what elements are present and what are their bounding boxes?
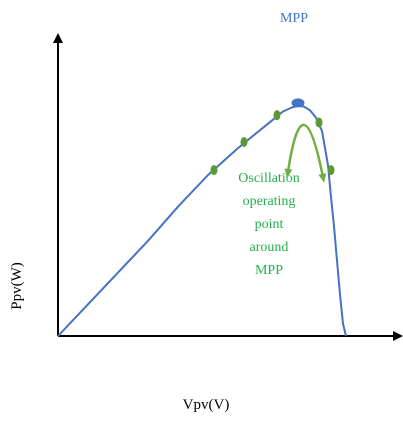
operating-point-1 xyxy=(210,165,218,176)
operating-points xyxy=(210,98,335,176)
mpp-label: MPP xyxy=(280,11,308,26)
y-axis-label: Ppv(W) xyxy=(9,262,25,310)
oscillation-line-4: around xyxy=(250,240,289,255)
oscillation-line-2: operating xyxy=(243,194,296,209)
operating-point-4 xyxy=(315,117,323,128)
mpp-point xyxy=(291,98,305,108)
operating-point-5 xyxy=(327,165,335,176)
pv-curve-line xyxy=(57,104,347,337)
oscillation-line-1: Oscillation xyxy=(238,171,299,186)
oscillation-line-5: MPP xyxy=(255,263,283,278)
oscillation-line-3: point xyxy=(255,217,284,232)
oscillation-arrow xyxy=(284,123,327,183)
x-axis-label: Vpv(V) xyxy=(183,397,230,413)
operating-point-3 xyxy=(273,110,281,121)
operating-point-2 xyxy=(240,137,248,148)
